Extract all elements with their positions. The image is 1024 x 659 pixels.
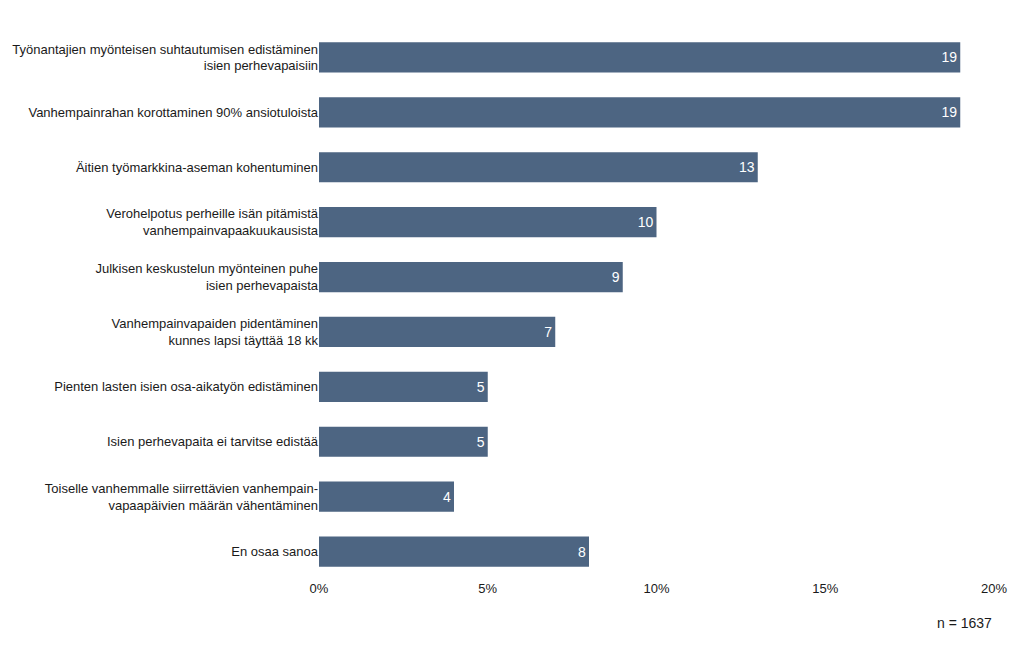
svg-text:4: 4 bbox=[443, 489, 451, 505]
svg-text:Vanhempainrahan korottaminen 9: Vanhempainrahan korottaminen 90% ansiotu… bbox=[28, 105, 318, 120]
svg-text:Julkisen keskustelun myönteine: Julkisen keskustelun myönteinen puheisie… bbox=[95, 261, 318, 293]
svg-text:19: 19 bbox=[941, 49, 957, 65]
svg-text:Vanhempainvapaiden pidentämine: Vanhempainvapaiden pidentäminenkunnes la… bbox=[112, 316, 319, 348]
svg-text:8: 8 bbox=[578, 544, 586, 560]
svg-text:19: 19 bbox=[941, 104, 957, 120]
svg-text:13: 13 bbox=[739, 159, 755, 175]
svg-text:5%: 5% bbox=[478, 581, 497, 596]
svg-text:20%: 20% bbox=[981, 581, 1007, 596]
svg-text:10: 10 bbox=[638, 214, 654, 230]
svg-text:10%: 10% bbox=[643, 581, 669, 596]
svg-text:7: 7 bbox=[544, 324, 552, 340]
svg-text:Toiselle vanhemmalle siirrettä: Toiselle vanhemmalle siirrettävien vanhe… bbox=[45, 481, 318, 513]
svg-text:Isien perhevapaita ei tarvitse: Isien perhevapaita ei tarvitse edistää bbox=[107, 434, 319, 449]
svg-text:Työnantajien myönteisen suhtau: Työnantajien myönteisen suhtautumisen ed… bbox=[12, 42, 318, 74]
svg-text:5: 5 bbox=[477, 379, 485, 395]
svg-text:9: 9 bbox=[612, 269, 620, 285]
svg-text:0%: 0% bbox=[310, 581, 329, 596]
svg-text:Äitien työmarkkina-aseman kohe: Äitien työmarkkina-aseman kohentuminen bbox=[76, 160, 318, 175]
svg-text:15%: 15% bbox=[812, 581, 838, 596]
svg-text:En osaa sanoa: En osaa sanoa bbox=[231, 544, 319, 559]
svg-text:n = 1637: n = 1637 bbox=[937, 615, 992, 631]
svg-text:Verohelpotus perheille isän pi: Verohelpotus perheille isän pitämistävan… bbox=[106, 206, 319, 238]
svg-text:Pienten lasten isien osa-aikat: Pienten lasten isien osa-aikatyön edistä… bbox=[54, 379, 318, 394]
svg-text:5: 5 bbox=[477, 434, 485, 450]
